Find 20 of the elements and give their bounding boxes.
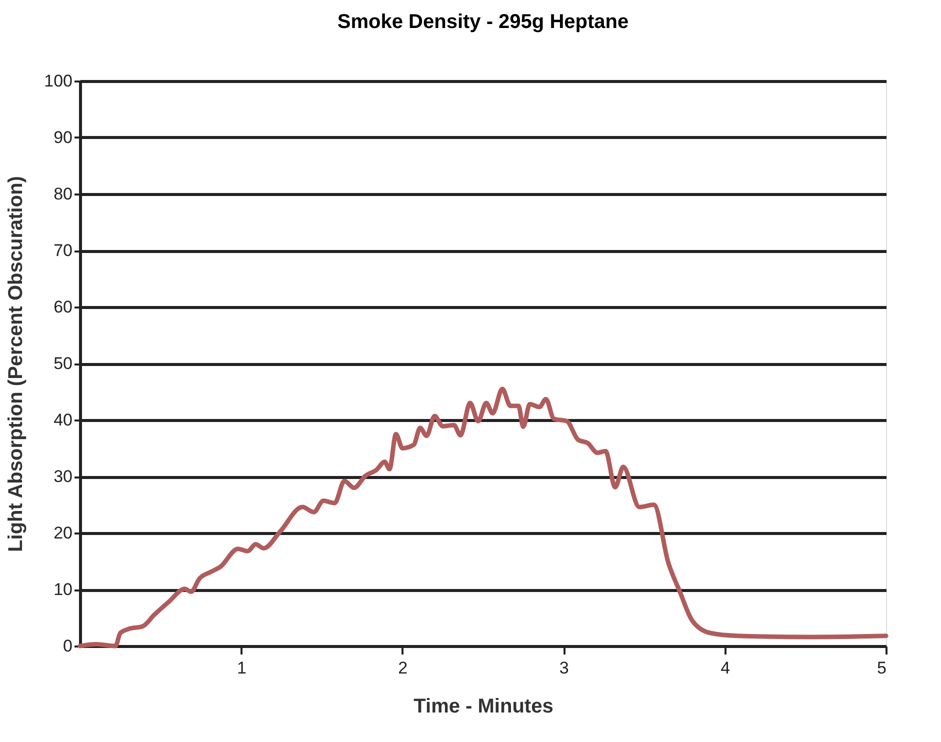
- y-axis-title: Light Absorption (Percent Obscuration): [5, 176, 28, 552]
- x-tick-label: 2: [398, 658, 408, 678]
- chart-title: Smoke Density - 295g Heptane: [337, 11, 629, 33]
- x-axis-title: Time - Minutes: [414, 696, 554, 718]
- y-tick-label: 50: [54, 354, 72, 373]
- x-tick-label: 3: [559, 658, 569, 678]
- y-tick-label: 0: [63, 636, 72, 656]
- y-tick-label: 100: [44, 72, 72, 90]
- x-tick-label: 1: [236, 658, 246, 678]
- y-tick-label: 60: [54, 298, 72, 316]
- y-tick-label: 10: [54, 580, 72, 599]
- y-tick-label: 90: [54, 128, 72, 147]
- x-tick-label: 5: [877, 658, 886, 678]
- y-tick-label: 30: [54, 467, 72, 486]
- line-series: [78, 386, 888, 648]
- x-tick-label: 4: [720, 658, 730, 678]
- y-tick-label: 20: [54, 524, 72, 542]
- y-tick-label: 80: [54, 184, 72, 204]
- y-tick-label: 70: [54, 241, 72, 260]
- y-tick-label: 40: [54, 410, 72, 430]
